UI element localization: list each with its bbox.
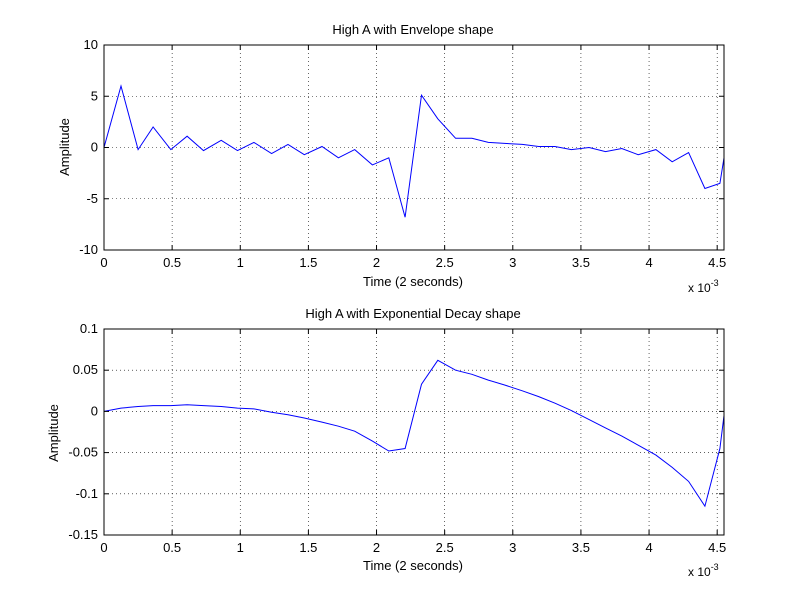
x-tick-label: 2 <box>373 255 380 270</box>
x-axis-multiplier-exponent: -3 <box>711 278 719 288</box>
series-line <box>103 84 725 218</box>
chart-title: High A with Exponential Decay shape <box>305 306 520 321</box>
x-tick-label: 4 <box>645 540 652 555</box>
x-tick-label: 2 <box>373 540 380 555</box>
chart-envelope: High A with Envelope shape Time (2 secon… <box>57 22 726 295</box>
x-tick-label: 0.5 <box>163 540 181 555</box>
x-tick-label: 1.5 <box>299 540 317 555</box>
y-tick-label: 5 <box>91 88 98 103</box>
axes-frame <box>103 328 725 536</box>
x-tick-label: 3.5 <box>572 540 590 555</box>
y-tick-label: 0 <box>91 140 98 155</box>
x-axis-label: Time (2 seconds) <box>363 558 463 573</box>
x-tick-label: 4.5 <box>708 255 726 270</box>
x-tick-label: 0 <box>100 255 107 270</box>
series-line <box>103 359 725 508</box>
x-tick-label: 2.5 <box>436 255 454 270</box>
chart-title: High A with Envelope shape <box>332 22 493 37</box>
y-tick-label: -0.05 <box>68 445 98 460</box>
y-tick-label: -5 <box>86 191 98 206</box>
x-axis-multiplier-base: x 10 <box>688 281 711 295</box>
plot-area <box>103 328 725 536</box>
y-tick-label: 0 <box>91 403 98 418</box>
x-tick-label: 3.5 <box>572 255 590 270</box>
y-tick-label: 10 <box>84 37 98 52</box>
x-axis-multiplier: x 10-3 <box>688 562 719 579</box>
x-tick-label: 1 <box>237 540 244 555</box>
x-tick-label: 1.5 <box>299 255 317 270</box>
plot-background <box>104 329 724 535</box>
y-tick-label: -0.15 <box>68 527 98 542</box>
x-axis-multiplier-exponent: -3 <box>711 562 719 572</box>
x-tick-label: 0.5 <box>163 255 181 270</box>
plot-area <box>103 44 725 251</box>
x-tick-label: 3 <box>509 540 516 555</box>
y-tick-label: -0.1 <box>76 486 98 501</box>
x-axis-label: Time (2 seconds) <box>363 274 463 289</box>
x-tick-label: 1 <box>237 255 244 270</box>
x-tick-label: 4 <box>645 255 652 270</box>
chart-exponential-decay: High A with Exponential Decay shape Time… <box>46 306 726 579</box>
y-tick-label: -10 <box>79 242 98 257</box>
x-tick-label: 0 <box>100 540 107 555</box>
x-tick-label: 2.5 <box>436 540 454 555</box>
y-axis-label: Amplitude <box>46 404 61 462</box>
x-tick-label: 3 <box>509 255 516 270</box>
y-tick-label: 0.1 <box>80 321 98 336</box>
x-axis-multiplier-base: x 10 <box>688 565 711 579</box>
y-axis-label: Amplitude <box>57 118 72 176</box>
x-axis-multiplier: x 10-3 <box>688 278 719 295</box>
y-tick-label: 0.05 <box>73 362 98 377</box>
x-tick-label: 4.5 <box>708 540 726 555</box>
